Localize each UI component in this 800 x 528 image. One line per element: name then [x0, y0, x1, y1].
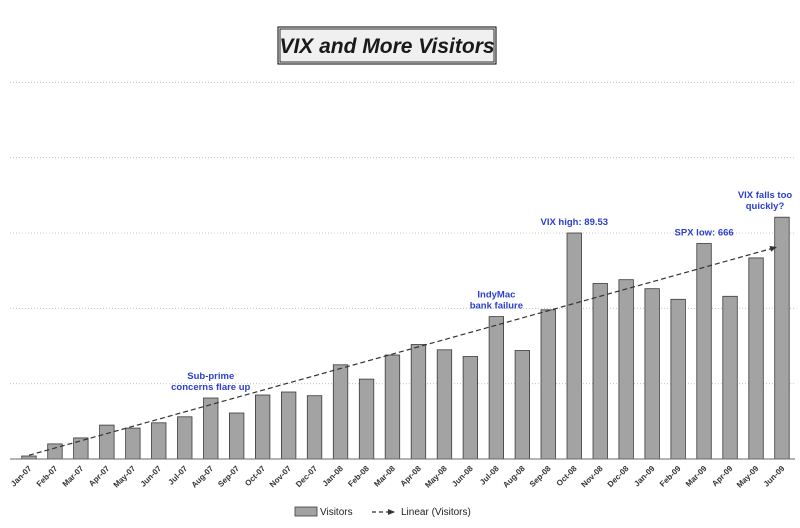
bar-jan-08: [332, 364, 349, 460]
bar-jun-07: [151, 422, 167, 460]
x-tick-label: Jan-09: [632, 464, 657, 489]
x-tick-label: Mar-07: [61, 464, 86, 489]
trend-line: [28, 246, 777, 456]
grid: [10, 81, 795, 385]
bar-apr-09: [722, 295, 738, 460]
bar-feb-09: [670, 298, 686, 460]
bar-jun-09: [774, 216, 790, 460]
x-tick-label: Sep-07: [216, 464, 241, 489]
x-tick-label: Apr-09: [710, 464, 735, 489]
x-tick-label: Jun-07: [139, 464, 164, 489]
bar-dec-08: [618, 279, 634, 460]
legend-trend-label: Linear (Visitors): [401, 507, 471, 518]
x-tick-label: Jun-08: [450, 464, 475, 489]
annotation-line: bank failure: [470, 301, 523, 312]
annotation-line: VIX falls too: [738, 190, 793, 201]
x-tick-label: Jan-08: [321, 464, 346, 489]
x-tick-label: Sep-08: [528, 464, 553, 489]
x-tick-label: Oct-08: [555, 464, 579, 488]
x-tick-label: Feb-09: [658, 464, 683, 489]
bar-jul-07: [177, 416, 193, 460]
bar-oct-08: [566, 232, 582, 460]
x-tick-label: Apr-08: [399, 464, 424, 489]
x-tick-label: Jul-07: [166, 464, 189, 487]
x-tick-labels: Jan-07 Feb-07 Mar-07 Apr-07 May-07 Jun-07 Jul-…: [9, 464, 787, 490]
bar-mar-09: [696, 243, 712, 460]
legend: Visitors Linear (Visitors): [294, 506, 471, 518]
bar-jan-09: [644, 288, 660, 460]
chart-title-box: VIX and More Visitors: [277, 26, 497, 65]
annotation-line: Sub-prime: [187, 371, 234, 382]
annotation-line: SPX low: 666: [675, 228, 734, 239]
x-tick-label: Mar-09: [684, 464, 709, 489]
chart-title: VIX and More Visitors: [279, 35, 494, 58]
x-tick-label: Jul-08: [478, 464, 501, 487]
x-tick-label: Nov-07: [268, 464, 294, 490]
bar-sep-08: [540, 309, 556, 460]
bar-may-09: [748, 257, 764, 460]
bar-apr-08: [410, 344, 427, 460]
x-tick-label: Mar-08: [372, 464, 397, 489]
bar-mar-07: [73, 437, 89, 460]
annotation: SPX low: 666: [675, 228, 734, 239]
bar-feb-08: [358, 378, 375, 460]
x-tick-label: Jun-09: [762, 464, 787, 489]
x-tick-label: May-09: [735, 464, 761, 490]
x-tick-label: Dec-08: [606, 464, 631, 489]
x-tick-label: Nov-08: [579, 464, 605, 490]
annotation-line: IndyMac: [477, 290, 515, 301]
legend-visitors-label: Visitors: [320, 507, 353, 518]
x-tick-label: Aug-07: [190, 464, 216, 490]
bars: [21, 216, 790, 460]
bar-may-08: [436, 349, 453, 460]
bar-sep-07: [228, 412, 245, 460]
x-tick-label: Apr-07: [87, 464, 112, 489]
x-tick-label: Feb-08: [346, 464, 371, 489]
legend-visitors-swatch: [294, 506, 318, 517]
bar-jul-08: [488, 316, 505, 460]
annotation-line: quickly?: [746, 201, 785, 212]
bar-nov-08: [592, 283, 608, 460]
bar-may-07: [125, 427, 141, 460]
x-tick-label: Oct-07: [243, 464, 267, 488]
bar-mar-08: [384, 354, 401, 460]
x-tick-label: Dec-07: [294, 464, 319, 489]
bar-dec-07: [306, 395, 323, 460]
x-tick-label: Jan-07: [9, 464, 34, 489]
bar-aug-07: [203, 397, 219, 460]
bar-jun-08: [462, 356, 479, 460]
x-tick-label: Feb-07: [35, 464, 60, 489]
bar-apr-07: [99, 424, 115, 460]
annotation-line: VIX high: 89.53: [540, 217, 608, 228]
x-tick-label: May-07: [112, 464, 138, 490]
x-tick-label: May-08: [423, 464, 449, 490]
annotation-line: concerns flare up: [171, 382, 250, 393]
bar-aug-08: [514, 350, 530, 460]
bar-oct-07: [254, 394, 271, 460]
annotation: VIX high: 89.53: [540, 217, 608, 228]
bar-nov-07: [280, 391, 297, 460]
x-tick-label: Aug-08: [501, 464, 527, 490]
